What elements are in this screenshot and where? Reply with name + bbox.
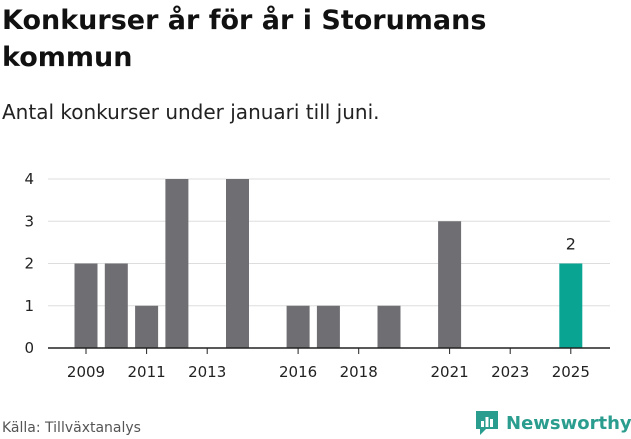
bar-2011 <box>135 305 159 348</box>
x-tick-label: 2021 <box>431 363 469 381</box>
y-tick-label: 2 <box>24 255 34 273</box>
x-tick-label: 2016 <box>279 363 317 381</box>
newsworthy-logo-icon <box>476 411 498 435</box>
y-tick-label: 3 <box>24 212 34 230</box>
bar-2025 <box>559 263 583 348</box>
y-tick-label: 4 <box>24 170 34 188</box>
x-tick-label: 2025 <box>552 363 590 381</box>
bar-2021 <box>438 221 462 348</box>
chart-subtitle: Antal konkurser under januari till juni. <box>2 100 380 124</box>
brand-logo: Newsworthy <box>474 408 631 438</box>
bar-2019 <box>377 305 401 348</box>
y-tick-label: 1 <box>24 297 34 315</box>
bar-2012 <box>165 179 189 348</box>
brand-name: Newsworthy <box>506 412 631 434</box>
bar-2014 <box>226 179 249 348</box>
chart-title: Konkurser år för år i Storumans kommun <box>2 5 487 73</box>
bar-chart: 0 1 2 3 4 2 2009 2011 2013 2016 2018 2021 2023 2025 <box>24 170 610 381</box>
bar-2016 <box>286 305 310 348</box>
bar-2010 <box>104 263 128 348</box>
bar-2017 <box>316 305 340 348</box>
y-tick-label: 0 <box>24 339 34 357</box>
data-label-2025: 2 <box>566 235 576 254</box>
x-tick-label: 2018 <box>340 363 378 381</box>
x-tick-label: 2013 <box>188 363 226 381</box>
source-note: Källa: Tillväxtanalys <box>2 420 141 436</box>
bar-2009 <box>74 263 98 348</box>
x-tick-label: 2009 <box>67 363 105 381</box>
x-tick-label: 2011 <box>128 363 166 381</box>
x-tick-label: 2023 <box>491 363 529 381</box>
